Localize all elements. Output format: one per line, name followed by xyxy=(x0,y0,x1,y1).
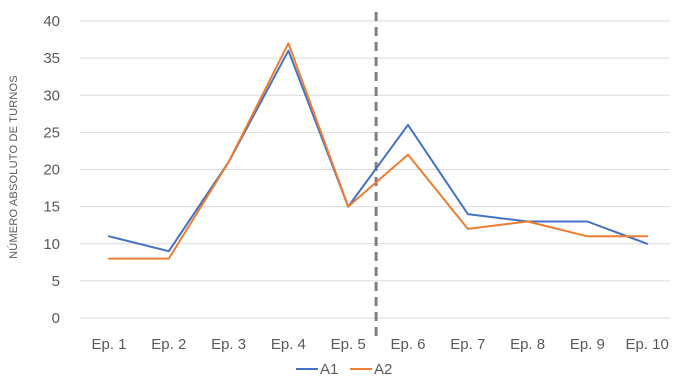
x-tick-label: Ep. 6 xyxy=(390,336,425,353)
y-tick-label-40: 40 xyxy=(43,13,60,30)
y-tick-label-0: 0 xyxy=(52,310,60,327)
y-tick-label-35: 35 xyxy=(43,50,60,67)
series-lines xyxy=(108,42,649,260)
y-tick-label-5: 5 xyxy=(52,273,60,290)
y-tick-label-10: 10 xyxy=(43,236,60,253)
series-line-a2 xyxy=(108,42,649,260)
y-tick-label-25: 25 xyxy=(43,124,60,141)
x-tick-label: Ep. 5 xyxy=(331,336,366,353)
x-tick-label: Ep. 9 xyxy=(570,336,605,353)
series-line-a1 xyxy=(108,49,649,253)
x-tick-label: Ep. 8 xyxy=(510,336,545,353)
y-axis-ticks: 0 5 10 15 20 25 30 35 40 xyxy=(43,13,60,327)
y-tick-label-15: 15 xyxy=(43,199,60,216)
legend-label-a2: A2 xyxy=(374,361,392,378)
y-tick-label-30: 30 xyxy=(43,87,60,104)
x-tick-label: Ep. 4 xyxy=(271,336,306,353)
x-tick-label: Ep. 2 xyxy=(151,336,186,353)
y-tick-label-20: 20 xyxy=(43,162,60,179)
legend: A1 A2 xyxy=(296,361,392,378)
x-tick-label: Ep. 1 xyxy=(91,336,126,353)
y-axis-title: NÚMERO ABSOLUTO DE TURNOS xyxy=(7,75,20,259)
x-tick-label: Ep. 10 xyxy=(626,336,669,353)
x-tick-label: Ep. 3 xyxy=(211,336,246,353)
x-axis-ticks: Ep. 1 Ep. 2 Ep. 3 Ep. 4 Ep. 5 Ep. 6 Ep. 7 Ep. 8… xyxy=(91,336,668,353)
legend-label-a1: A1 xyxy=(320,361,338,378)
x-tick-label: Ep. 7 xyxy=(450,336,485,353)
